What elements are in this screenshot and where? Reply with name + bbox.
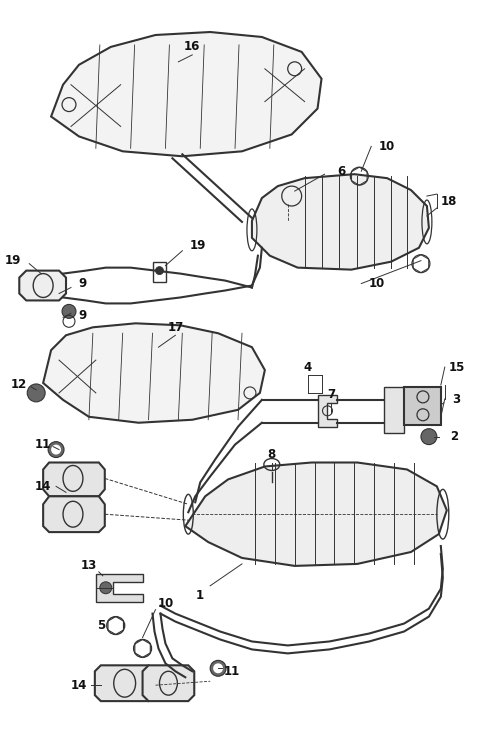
Polygon shape (96, 574, 143, 602)
Polygon shape (252, 174, 429, 270)
Circle shape (48, 442, 64, 458)
Polygon shape (43, 323, 265, 423)
Text: 8: 8 (268, 448, 276, 461)
Polygon shape (143, 665, 194, 701)
Text: 10: 10 (157, 597, 174, 610)
Text: 3: 3 (453, 393, 461, 406)
Text: 19: 19 (5, 254, 22, 267)
Bar (153, 262, 167, 282)
Circle shape (100, 582, 112, 593)
Text: 6: 6 (337, 165, 346, 177)
Polygon shape (185, 463, 447, 566)
Text: 5: 5 (96, 619, 105, 632)
Circle shape (421, 429, 437, 445)
Circle shape (210, 661, 226, 676)
Polygon shape (19, 270, 66, 300)
Text: 19: 19 (190, 239, 206, 252)
Circle shape (62, 304, 76, 319)
Text: 1: 1 (196, 589, 204, 602)
Polygon shape (43, 463, 105, 496)
Text: 18: 18 (441, 195, 457, 208)
Text: 11: 11 (224, 665, 240, 678)
Circle shape (156, 267, 164, 275)
Polygon shape (384, 387, 404, 433)
Text: 10: 10 (379, 140, 395, 153)
Text: 10: 10 (369, 277, 385, 290)
Polygon shape (318, 395, 337, 427)
Text: 11: 11 (35, 438, 51, 451)
Circle shape (51, 445, 61, 455)
Text: 2: 2 (450, 430, 458, 443)
Circle shape (213, 664, 223, 673)
Text: 17: 17 (167, 321, 183, 334)
Text: 7: 7 (327, 388, 336, 402)
Text: 14: 14 (71, 679, 87, 692)
Text: 14: 14 (35, 480, 51, 493)
Text: 15: 15 (448, 361, 465, 374)
Text: 4: 4 (303, 361, 312, 374)
Text: 16: 16 (184, 41, 201, 54)
Polygon shape (404, 387, 441, 425)
Polygon shape (51, 32, 322, 156)
Polygon shape (43, 496, 105, 532)
Circle shape (27, 384, 45, 402)
Text: 9: 9 (79, 309, 87, 322)
Text: 13: 13 (81, 559, 97, 572)
Text: 9: 9 (79, 277, 87, 290)
Polygon shape (95, 665, 155, 701)
Text: 12: 12 (11, 378, 27, 391)
